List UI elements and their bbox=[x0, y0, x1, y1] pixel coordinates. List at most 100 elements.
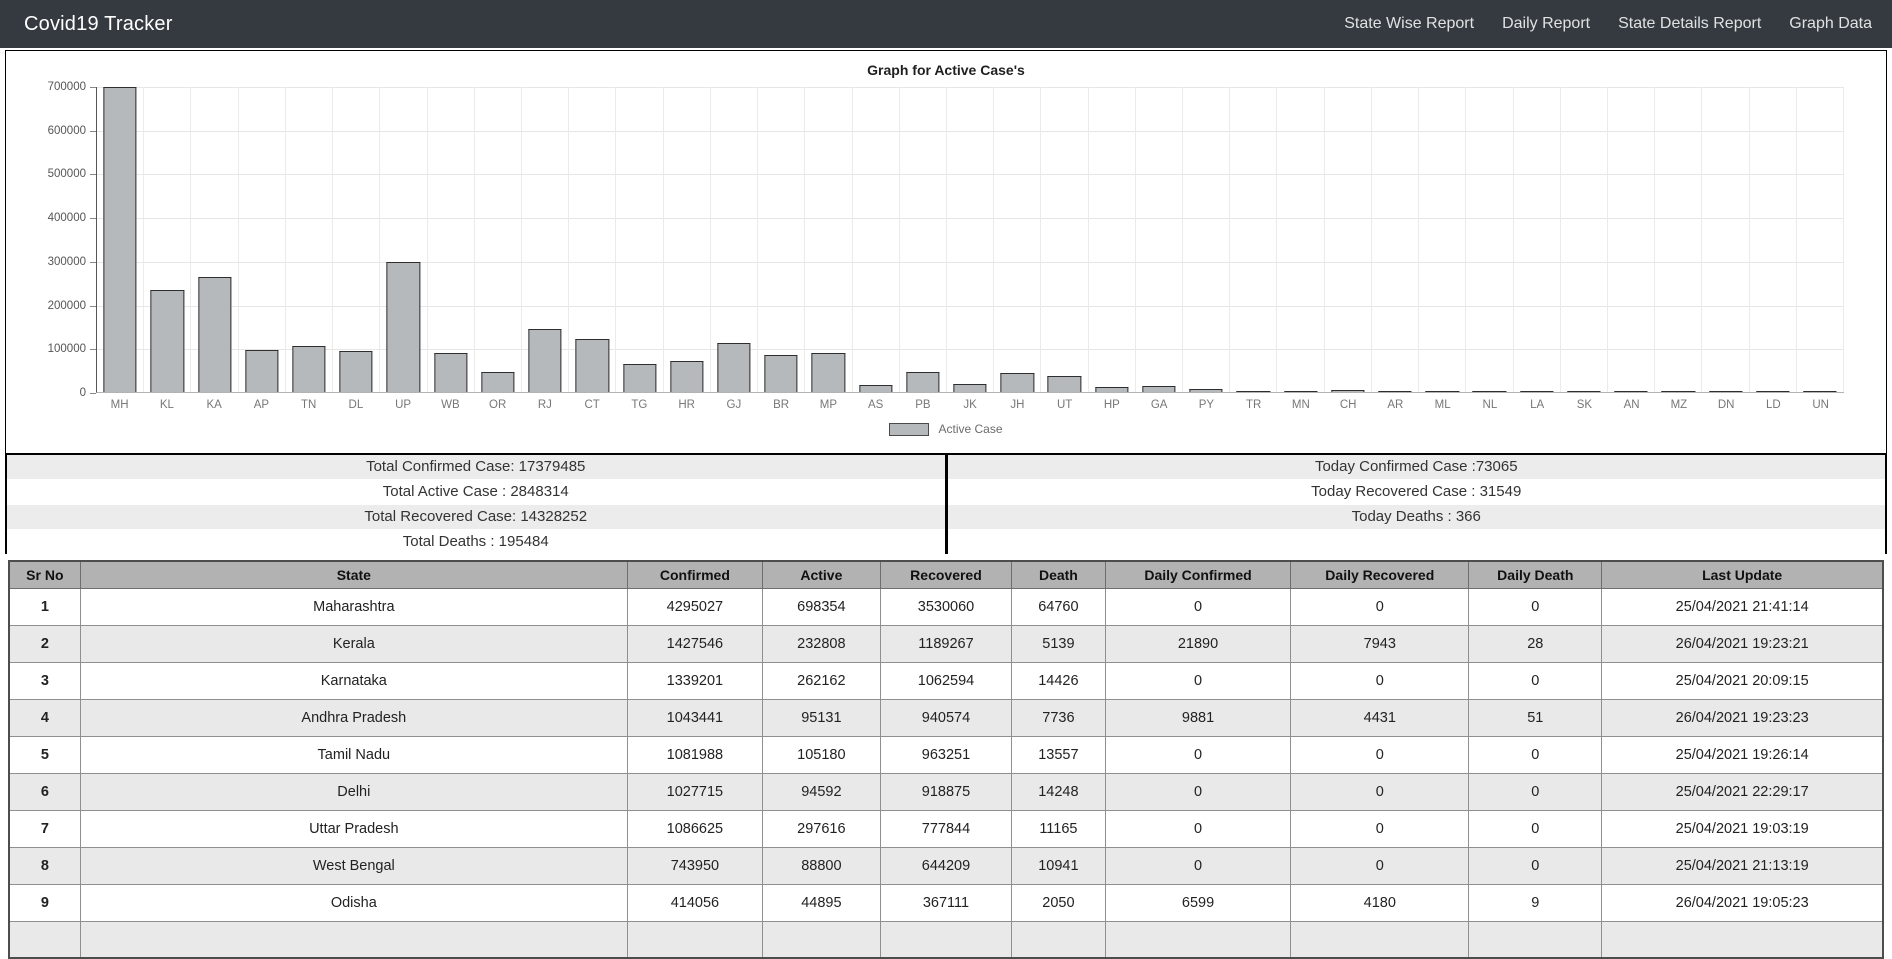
x-label-jh: JH bbox=[994, 399, 1041, 411]
cell-sr-no: 3 bbox=[9, 662, 80, 699]
chart-x-axis: MHKLKAAPTNDLUPWBORRJCTTGHRGJBRMPASPBJKJH… bbox=[96, 399, 1844, 411]
bar-jk bbox=[953, 384, 986, 392]
legend-label: Active Case bbox=[938, 422, 1002, 436]
x-label-hp: HP bbox=[1088, 399, 1135, 411]
cell-confirmed: 1043441 bbox=[627, 699, 762, 736]
cell-daily-recovered: 0 bbox=[1291, 810, 1469, 847]
app-brand[interactable]: Covid19 Tracker bbox=[24, 13, 173, 36]
bar-as bbox=[859, 385, 892, 392]
bar-slot-mn bbox=[1277, 87, 1324, 392]
col-header-confirmed: Confirmed bbox=[627, 561, 762, 588]
y-tick-label: 500000 bbox=[26, 168, 86, 180]
x-label-wb: WB bbox=[427, 399, 474, 411]
cell-daily-confirmed: 0 bbox=[1105, 773, 1291, 810]
x-label-br: BR bbox=[758, 399, 805, 411]
bar-slot-jh bbox=[994, 87, 1041, 392]
table-row: 3Karnataka133920126216210625941442600025… bbox=[9, 662, 1883, 699]
bar-sk bbox=[1567, 391, 1600, 392]
cell-daily-confirmed: 0 bbox=[1105, 847, 1291, 884]
x-label-hr: HR bbox=[663, 399, 710, 411]
cell-daily-recovered: 0 bbox=[1291, 847, 1469, 884]
bar-slot-ut bbox=[1041, 87, 1088, 392]
cell-daily-recovered: 0 bbox=[1291, 588, 1469, 625]
bar-ld bbox=[1756, 391, 1789, 392]
table-body: 1Maharashtra4295027698354353006064760000… bbox=[9, 588, 1883, 958]
cell-death: 5139 bbox=[1012, 625, 1106, 662]
cell-death: 11165 bbox=[1012, 810, 1106, 847]
bar-br bbox=[765, 355, 798, 392]
cell-active: 262162 bbox=[762, 662, 880, 699]
cell-recovered: 367111 bbox=[880, 884, 1011, 921]
bar-mn bbox=[1284, 391, 1317, 392]
x-label-tr: TR bbox=[1230, 399, 1277, 411]
bar-an bbox=[1614, 391, 1647, 392]
cell-last-update: 26/04/2021 19:05:23 bbox=[1602, 884, 1883, 921]
bar-slot-ap bbox=[239, 87, 286, 392]
x-label-gj: GJ bbox=[710, 399, 757, 411]
cell-daily-confirmed: 6599 bbox=[1105, 884, 1291, 921]
x-label-up: UP bbox=[380, 399, 427, 411]
cell-sr-no: 2 bbox=[9, 625, 80, 662]
cell-confirmed: 414056 bbox=[627, 884, 762, 921]
bar-hr bbox=[670, 361, 703, 392]
cell-daily-confirmed: 21890 bbox=[1105, 625, 1291, 662]
bar-slot-tg bbox=[616, 87, 663, 392]
x-label-la: LA bbox=[1514, 399, 1561, 411]
bar-ga bbox=[1142, 386, 1175, 392]
bar-slot-pb bbox=[900, 87, 947, 392]
state-data-table: Sr NoStateConfirmedActiveRecoveredDeathD… bbox=[8, 560, 1884, 959]
bar-slot-sk bbox=[1561, 87, 1608, 392]
x-label-an: AN bbox=[1608, 399, 1655, 411]
bar-slot-mp bbox=[805, 87, 852, 392]
y-tick-label: 600000 bbox=[26, 125, 86, 137]
x-label-kl: KL bbox=[143, 399, 190, 411]
bar-ml bbox=[1426, 391, 1459, 392]
summary-stat bbox=[948, 530, 1886, 554]
bar-slot-ml bbox=[1419, 87, 1466, 392]
cell-daily-confirmed: 9881 bbox=[1105, 699, 1291, 736]
summary-stat: Today Deaths : 366 bbox=[948, 505, 1886, 529]
bar-slot-tn bbox=[286, 87, 333, 392]
col-header-active: Active bbox=[762, 561, 880, 588]
bar-ap bbox=[245, 350, 278, 392]
bar-slot-dl bbox=[333, 87, 380, 392]
cell-daily-recovered: 0 bbox=[1291, 773, 1469, 810]
cell-state: Karnataka bbox=[80, 662, 627, 699]
bar-slot-kl bbox=[144, 87, 191, 392]
y-tick-mark bbox=[90, 393, 96, 394]
x-label-sk: SK bbox=[1561, 399, 1608, 411]
bar-mz bbox=[1662, 391, 1695, 392]
nav-link-state-details-report[interactable]: State Details Report bbox=[1618, 15, 1761, 33]
cell-sr-no: 6 bbox=[9, 773, 80, 810]
x-label-rj: RJ bbox=[521, 399, 568, 411]
table-row: 7Uttar Pradesh10866252976167778441116500… bbox=[9, 810, 1883, 847]
navbar: Covid19 Tracker State Wise Report Daily R… bbox=[0, 0, 1892, 48]
table-row: 5Tamil Nadu10819881051809632511355700025… bbox=[9, 736, 1883, 773]
bar-slot-hr bbox=[664, 87, 711, 392]
nav-link-state-wise-report[interactable]: State Wise Report bbox=[1344, 15, 1474, 33]
nav-link-daily-report[interactable]: Daily Report bbox=[1502, 15, 1590, 33]
y-tick-label: 0 bbox=[26, 387, 86, 399]
cell-sr-no: 5 bbox=[9, 736, 80, 773]
cell-confirmed: 4295027 bbox=[627, 588, 762, 625]
x-label-ar: AR bbox=[1372, 399, 1419, 411]
cell-daily-death: 0 bbox=[1469, 736, 1602, 773]
bar-ut bbox=[1048, 376, 1081, 392]
x-label-jk: JK bbox=[947, 399, 994, 411]
bar-ka bbox=[198, 277, 231, 392]
summary-stat: Total Active Case : 2848314 bbox=[7, 480, 945, 504]
chart-y-axis: 7000006000005000004000003000002000001000… bbox=[34, 87, 96, 393]
x-label-ch: CH bbox=[1325, 399, 1372, 411]
nav-link-graph-data[interactable]: Graph Data bbox=[1789, 15, 1872, 33]
x-label-mh: MH bbox=[96, 399, 143, 411]
x-label-as: AS bbox=[852, 399, 899, 411]
cell-daily-confirmed: 0 bbox=[1105, 662, 1291, 699]
cell-confirmed: 1081988 bbox=[627, 736, 762, 773]
bar-slot-ld bbox=[1750, 87, 1797, 392]
chart-plot-area: 7000006000005000004000003000002000001000… bbox=[34, 87, 1844, 393]
x-label-ka: KA bbox=[191, 399, 238, 411]
bar-tr bbox=[1237, 391, 1270, 392]
summary-panel: Total Confirmed Case: 17379485Total Acti… bbox=[5, 453, 1887, 554]
cell-state: Kerala bbox=[80, 625, 627, 662]
cell-daily-recovered: 4180 bbox=[1291, 884, 1469, 921]
